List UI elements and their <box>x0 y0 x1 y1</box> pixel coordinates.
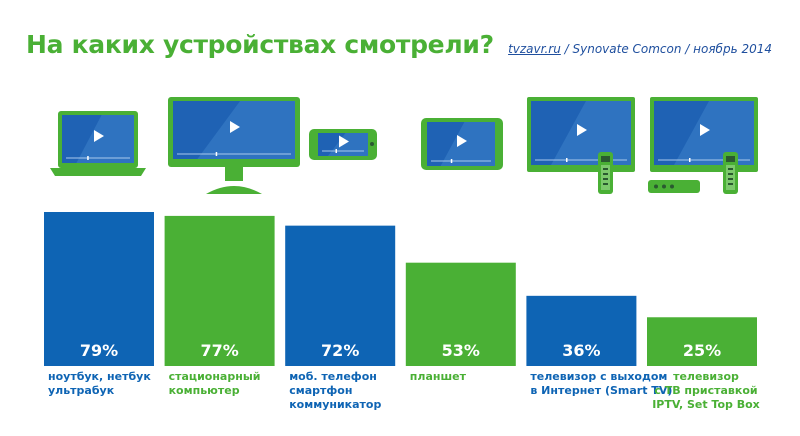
laptop-icon <box>50 111 146 176</box>
category-label: планшет <box>410 370 467 383</box>
bar <box>526 295 637 366</box>
category-label: ноутбук, нетбук ультрабук <box>48 370 151 397</box>
bar <box>405 262 516 366</box>
tv-settop-box-icon <box>648 97 758 194</box>
category-label: стационарный компьютер <box>169 370 261 397</box>
device-icons <box>50 97 758 194</box>
bar-value-label: 36% <box>562 341 600 360</box>
bar <box>44 212 154 366</box>
bar-value-label: 53% <box>442 341 480 360</box>
bar <box>285 225 396 366</box>
category-labels: ноутбук, нетбук ультрабук стационарный комп… <box>48 370 760 411</box>
bar <box>647 317 757 366</box>
desktop-monitor-icon <box>168 97 300 194</box>
bar <box>164 215 275 366</box>
tablet-icon <box>421 118 503 170</box>
smart-tv-icon <box>527 97 635 194</box>
source-text: / Synovate Comcon / ноябрь 2014 <box>560 42 772 56</box>
bar-value-label: 25% <box>683 341 721 360</box>
category-label: телевизор с ТВ приставкой IPTV, Set Top Bo… <box>652 370 760 411</box>
source-credit: tvzavr.ru / Synovate Comcon / ноябрь 201… <box>508 42 772 56</box>
source-link[interactable]: tvzavr.ru <box>508 42 561 56</box>
bars: 79% 77% 72% 53% 36% 25% <box>44 212 757 366</box>
bar-value-label: 77% <box>200 341 238 360</box>
category-label: моб. телефон смартфон коммуникатор <box>289 370 381 411</box>
page-title: На каких устройствах смотрели? <box>26 30 494 59</box>
bar-value-label: 72% <box>321 341 359 360</box>
bar-value-label: 79% <box>80 341 118 360</box>
category-label: телевизор с выходом в Интернет (Smart TV) <box>530 370 672 397</box>
smartphone-icon <box>309 129 377 160</box>
